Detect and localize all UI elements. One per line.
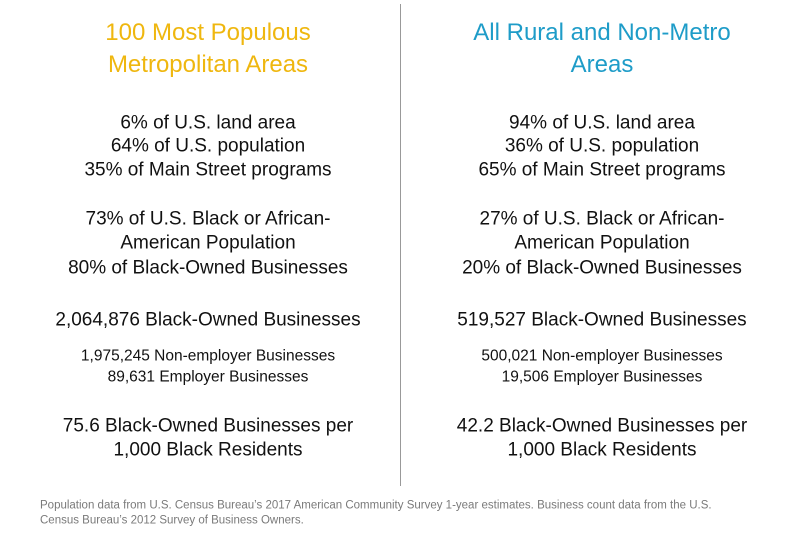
stat-line: 75.6 Black-Owned Businesses per bbox=[62, 415, 354, 437]
column-title: Metropolitan Areas bbox=[107, 51, 309, 78]
stat-line: 1,975,245 Non-employer Businesses bbox=[80, 347, 336, 365]
divider bbox=[400, 4, 401, 486]
column-title: All Rural and Non-Metro bbox=[473, 19, 731, 46]
stat-line: 1,000 Black Residents bbox=[113, 439, 303, 461]
stat-line: 73% of U.S. Black or African- bbox=[85, 208, 331, 230]
stat-line: 80% of Black-Owned Businesses bbox=[68, 257, 348, 279]
column-title: 100 Most Populous bbox=[105, 19, 311, 46]
stat-line: 1,000 Black Residents bbox=[507, 439, 697, 461]
footnote: Population data from U.S. Census Bureau’… bbox=[40, 499, 712, 512]
stat-line: 6% of U.S. land area bbox=[120, 112, 296, 134]
stat-line: 500,021 Non-employer Businesses bbox=[481, 347, 723, 365]
stat-line: American Population bbox=[120, 232, 296, 254]
stat-line: 64% of U.S. population bbox=[110, 135, 306, 157]
stat-line: 89,631 Employer Businesses bbox=[107, 368, 309, 386]
stat-line: 519,527 Black-Owned Businesses bbox=[457, 309, 747, 331]
stat-line: 36% of U.S. population bbox=[504, 135, 700, 157]
stat-line: 2,064,876 Black-Owned Businesses bbox=[55, 309, 361, 331]
stat-line: 19,506 Employer Businesses bbox=[501, 368, 703, 386]
stat-line: 35% of Main Street programs bbox=[84, 159, 332, 181]
column-title: Areas bbox=[570, 51, 634, 78]
stat-line: 20% of Black-Owned Businesses bbox=[462, 257, 742, 279]
stat-line: 94% of U.S. land area bbox=[509, 112, 695, 134]
stat-line: 27% of U.S. Black or African- bbox=[479, 208, 725, 230]
stat-line: 42.2 Black-Owned Businesses per bbox=[456, 415, 748, 437]
footnote: Census Bureau’s 2012 Survey of Business … bbox=[40, 514, 304, 527]
stat-line: American Population bbox=[514, 232, 690, 254]
stat-line: 65% of Main Street programs bbox=[478, 159, 726, 181]
